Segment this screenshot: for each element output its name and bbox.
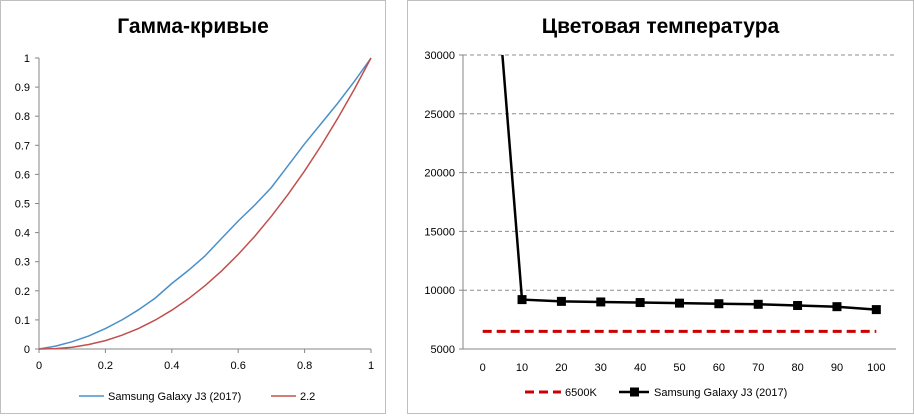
y-tick-label: 1 xyxy=(24,53,30,65)
legend-label-1: Samsung Galaxy J3 (2017) xyxy=(108,391,241,403)
x-tick-label: 0 xyxy=(36,360,42,372)
temperature-chart-title: Цветовая температура xyxy=(541,15,780,38)
y-tick-label: 20000 xyxy=(424,168,455,180)
legend-marker-device xyxy=(630,387,639,397)
x-tick-label: 0.6 xyxy=(231,360,246,372)
data-point-marker xyxy=(556,296,566,306)
data-point-marker xyxy=(793,300,803,310)
x-tick-label: 100 xyxy=(867,362,885,374)
x-tick-label: 50 xyxy=(673,362,685,374)
x-tick-label: 70 xyxy=(752,362,764,374)
data-point-marker xyxy=(635,298,645,308)
y-tick-label: 0.2 xyxy=(15,286,30,298)
legend-label-device: Samsung Galaxy J3 (2017) xyxy=(654,387,787,399)
y-tick-label: 15000 xyxy=(424,226,455,238)
temperature-chart-panel: Цветовая температура 5000 10000 15000 20000… xyxy=(407,0,914,414)
series-line-1 xyxy=(38,57,372,350)
x-tick-label: 90 xyxy=(831,362,843,374)
data-point-marker xyxy=(832,302,842,312)
x-tick-label: 0.4 xyxy=(164,360,179,372)
data-point-marker xyxy=(596,297,606,307)
x-tick-label: 80 xyxy=(791,362,803,374)
x-tick-label: 60 xyxy=(713,362,725,374)
gamma-chart-title: Гамма-кривые xyxy=(117,15,269,38)
data-point-marker xyxy=(753,299,763,309)
y-tick-label: 0.8 xyxy=(15,111,30,123)
x-tick-label: 10 xyxy=(516,362,528,374)
x-tick-label: 0.8 xyxy=(297,360,312,372)
y-tick-label: 0.4 xyxy=(15,228,30,240)
y-tick-label: 10000 xyxy=(424,285,455,297)
data-point-marker xyxy=(714,299,724,309)
data-point-marker xyxy=(675,298,684,308)
y-tick-label: 0 xyxy=(24,344,30,356)
series-line-2 xyxy=(38,57,372,350)
legend-label-6500k: 6500K xyxy=(565,387,597,399)
gamma-chart-svg: 0 0.1 0.2 0.3 0.4 0.5 0.6 0.7 0.8 0.9 1 0 0.2 0.4 0.6 0… xyxy=(15,53,374,403)
y-tick-label: 25000 xyxy=(424,109,455,121)
y-tick-label: 30000 xyxy=(424,50,455,62)
y-tick-label: 0.6 xyxy=(15,169,30,181)
legend-label-2: 2.2 xyxy=(300,391,315,403)
temperature-chart-svg: 5000 10000 15000 20000 25000 30000 0 10 20 30 40 50… xyxy=(424,50,896,399)
data-point-marker xyxy=(871,305,881,315)
series-line-device xyxy=(501,54,877,311)
x-tick-label: 40 xyxy=(634,362,646,374)
x-tick-label: 1 xyxy=(368,360,374,372)
gamma-chart-panel: Гамма-кривые 0 0.1 0.2 0.3 0.4 0.5 0.6 0.7 0.8 0.… xyxy=(0,0,386,414)
y-tick-label: 0.1 xyxy=(15,315,30,327)
x-tick-label: 0 xyxy=(480,362,486,374)
y-tick-label: 5000 xyxy=(431,344,455,356)
data-point-marker xyxy=(517,295,527,305)
y-tick-label: 0.5 xyxy=(15,199,30,211)
y-tick-label: 0.7 xyxy=(15,140,30,152)
y-tick-label: 0.9 xyxy=(15,82,30,94)
y-tick-label: 0.3 xyxy=(15,257,30,269)
x-tick-label: 0.2 xyxy=(98,360,113,372)
x-tick-label: 20 xyxy=(555,362,567,374)
x-tick-label: 30 xyxy=(595,362,607,374)
